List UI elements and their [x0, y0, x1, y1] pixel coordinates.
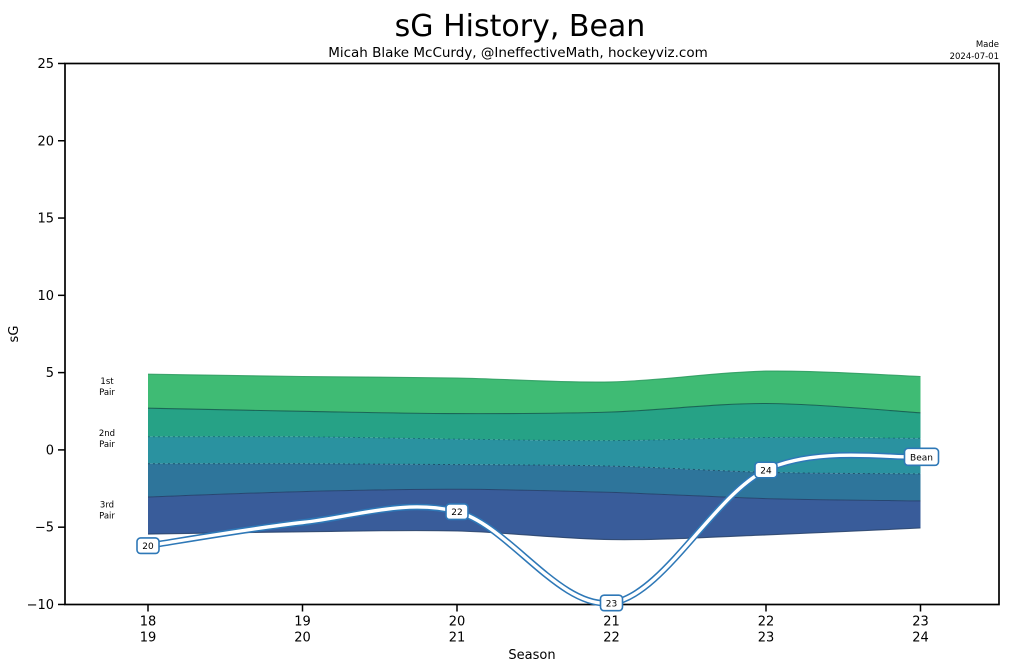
band-boundaries-layer — [147, 370, 921, 541]
age-marker-23-box — [599, 594, 624, 612]
band-boundary-bottom — [147, 527, 921, 541]
zone-label-1-line2: Pair — [99, 388, 115, 398]
x-tick-label-top: 20 — [449, 615, 466, 630]
y-tick-label: −10 — [27, 598, 54, 613]
x-tick-label-bottom: 23 — [758, 631, 775, 646]
point-markers-layer: 20 22 23 24 Bean — [136, 447, 940, 612]
x-tick-label-bottom: 24 — [912, 631, 929, 646]
x-tick-label-bottom: 19 — [140, 631, 157, 646]
y-tick-label: 25 — [37, 57, 54, 72]
zone-label-1-line1: 1st — [100, 377, 114, 387]
x-tick-label-top: 23 — [912, 615, 929, 630]
player-name-marker-label: Bean — [910, 453, 933, 463]
x-tick-label-bottom: 22 — [603, 631, 620, 646]
y-axis-title: sG — [7, 326, 22, 343]
band-boundary-top — [147, 370, 921, 383]
x-tick-label-top: 18 — [140, 615, 157, 630]
chart-subtitle: Micah Blake McCurdy, @IneffectiveMath, h… — [328, 45, 708, 61]
x-tick-label-bottom: 21 — [449, 631, 466, 646]
talent-band-1 — [148, 370, 921, 414]
y-tick-label: 15 — [37, 212, 54, 227]
age-marker-24-label: 24 — [760, 466, 772, 476]
x-tick-label-top: 21 — [603, 615, 620, 630]
zone-label-3-line2: Pair — [99, 511, 115, 521]
chart-title: sG History, Bean — [395, 9, 646, 44]
band-boundary-b2 — [147, 436, 921, 442]
made-label: Made — [976, 40, 999, 50]
plot-frame — [64, 62, 1000, 606]
age-marker-22-label: 22 — [451, 508, 462, 518]
x-tick-label-bottom: 20 — [294, 631, 311, 646]
y-tick-label: −5 — [35, 521, 54, 536]
zone-label-2-line2: Pair — [99, 440, 115, 450]
band-boundary-b4 — [147, 488, 921, 502]
x-tick-label-top: 22 — [758, 615, 775, 630]
age-marker-20-label: 20 — [142, 542, 154, 552]
age-marker-22-box — [445, 503, 469, 521]
band-boundary-b3 — [147, 463, 921, 475]
x-tick-label-top: 19 — [294, 615, 311, 630]
zone-label-3-line1: 3rd — [100, 500, 114, 510]
talent-band-3 — [148, 436, 921, 474]
age-marker-23-label: 23 — [606, 599, 617, 609]
talent-bands-layer — [148, 370, 921, 540]
talent-band-4 — [148, 463, 921, 501]
made-date: 2024-07-01 — [950, 52, 999, 62]
talent-band-2 — [148, 403, 921, 441]
y-tick-label: 20 — [37, 134, 54, 149]
age-marker-20-box — [136, 537, 160, 555]
y-tick-label: 5 — [46, 366, 54, 381]
age-marker-24-box — [754, 461, 778, 479]
zone-label-2-line1: 2nd — [99, 429, 115, 439]
x-axis-title: Season — [508, 648, 555, 663]
y-tick-label: 10 — [37, 289, 54, 304]
band-boundary-b1 — [147, 402, 921, 415]
y-tick-label: 0 — [46, 443, 54, 458]
player-name-marker-box — [903, 447, 940, 467]
